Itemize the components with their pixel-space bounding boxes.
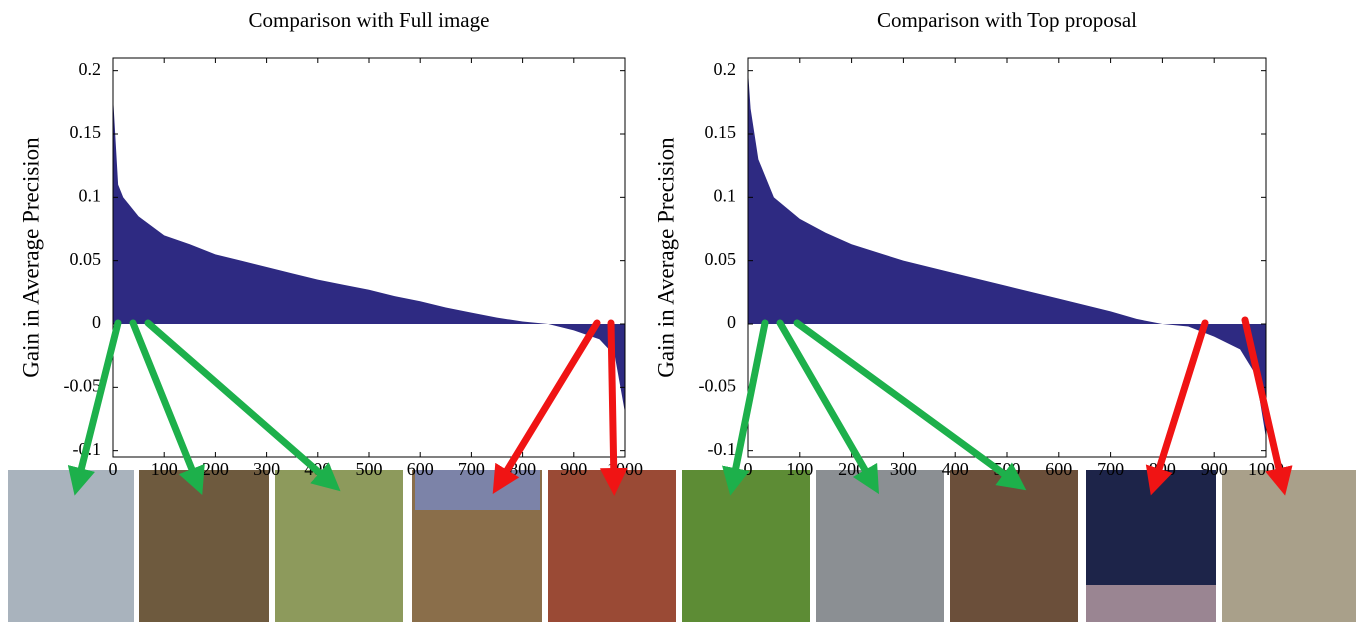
y-tick-label: 0.1 (714, 185, 737, 205)
photo (548, 470, 676, 622)
chart: Comparison with Full image Gain in Averag… (18, 8, 643, 479)
photo (816, 470, 944, 622)
arrows (78, 320, 1282, 482)
x-tick-label: 0 (744, 459, 753, 479)
x-tick-label: 900 (1201, 459, 1228, 479)
y-tick-label: 0.2 (79, 59, 102, 79)
arrow (611, 323, 614, 482)
y-tick-label: 0.1 (79, 185, 102, 205)
photo-strip (8, 470, 1356, 622)
x-tick-label: 900 (560, 459, 587, 479)
photo (1222, 470, 1356, 622)
y-tick-label: 0.05 (70, 249, 102, 269)
x-tick-label: 600 (407, 459, 434, 479)
figure: Comparison with Full image Gain in Averag… (0, 0, 1356, 625)
x-tick-label: 300 (253, 459, 280, 479)
chart-title: Comparison with Top proposal (877, 8, 1137, 32)
photo-ground (1086, 585, 1216, 622)
y-tick-label: -0.05 (64, 375, 102, 395)
y-tick-label: 0.15 (70, 122, 102, 142)
x-tick-label: 100 (151, 459, 178, 479)
x-tick-label: 300 (890, 459, 917, 479)
photo (139, 470, 269, 622)
photo (8, 470, 134, 622)
x-tick-label: 700 (458, 459, 485, 479)
y-axis-label: Gain in Average Precision (653, 137, 678, 378)
y-tick-label: 0.15 (705, 122, 737, 142)
y-tick-label: -0.1 (708, 439, 737, 459)
photo (682, 470, 810, 622)
x-tick-label: 600 (1045, 459, 1072, 479)
y-tick-label: 0.05 (705, 249, 737, 269)
y-tick-label: 0 (727, 312, 736, 332)
photo (950, 470, 1078, 622)
chart-title: Comparison with Full image (249, 8, 490, 32)
y-tick-label: 0.2 (714, 59, 737, 79)
x-tick-label: 200 (202, 459, 229, 479)
arrow (1155, 323, 1205, 482)
charts: Comparison with Full image Gain in Averag… (18, 8, 1284, 479)
photo (275, 470, 403, 622)
x-tick-label: 400 (942, 459, 969, 479)
area (113, 96, 625, 413)
page: Comparison with Full image Gain in Averag… (0, 0, 1356, 625)
x-tick-label: 0 (109, 459, 118, 479)
y-tick-label: -0.05 (699, 375, 737, 395)
y-axis-label: Gain in Average Precision (18, 137, 43, 378)
x-tick-label: 700 (1097, 459, 1124, 479)
y-tick-label: 0 (92, 312, 101, 332)
x-tick-label: 500 (356, 459, 383, 479)
x-tick-label: 100 (786, 459, 813, 479)
